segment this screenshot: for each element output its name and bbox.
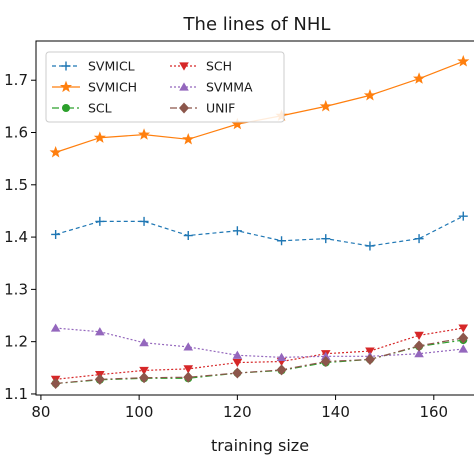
x-axis-label: training size [211, 436, 309, 455]
data-point-svmicl [51, 229, 61, 239]
data-point-svmma [232, 350, 243, 359]
chart-title: The lines of NHL [183, 14, 331, 35]
data-point-svmicl [277, 236, 287, 246]
data-point-svmicl [321, 234, 331, 244]
data-point-svmma [139, 338, 149, 347]
series-svmicl [51, 211, 468, 251]
series-line-svmicl [55, 215, 464, 247]
legend-label: SVMICL [88, 59, 135, 74]
y-tick-label: 1.2 [4, 333, 28, 351]
data-point-svmich [93, 131, 106, 143]
data-point-unif [94, 373, 105, 385]
legend-label: SVMMA [206, 80, 253, 95]
x-tick-label: 160 [419, 403, 448, 421]
series-svmma [50, 323, 469, 361]
data-point-unif [183, 371, 194, 383]
legend-swatch-marker [179, 102, 189, 114]
legend-swatch-marker [61, 61, 71, 71]
y-tick-label: 1.1 [4, 385, 28, 403]
y-tick-label: 1.6 [4, 124, 28, 142]
y-tick-label: 1.4 [4, 228, 28, 246]
y-tick-label: 1.3 [4, 280, 28, 298]
legend-label: SCL [88, 101, 112, 116]
data-point-svmicl [139, 216, 149, 226]
series-line-sch [55, 327, 464, 380]
legend-item-sch: SCH [170, 59, 232, 74]
data-point-sch [232, 358, 243, 368]
legend-label: UNIF [206, 101, 235, 116]
legend-swatch-marker [179, 82, 189, 91]
data-point-svmich [363, 89, 377, 101]
legend-item-svmicl: SVMICL [52, 59, 135, 74]
data-point-sch [139, 366, 149, 376]
x-axis-ticks: 80 100 120 140 160 [31, 395, 448, 421]
data-point-svmma [276, 352, 287, 361]
series-sch [50, 324, 469, 384]
data-point-svmich [182, 132, 195, 145]
data-point-unif [364, 353, 375, 365]
legend-swatch-marker [59, 80, 73, 93]
y-tick-label: 1.5 [4, 176, 28, 194]
data-point-svmicl [458, 211, 468, 221]
x-tick-label: 80 [31, 403, 50, 421]
data-point-svmma [183, 342, 194, 351]
y-axis-ticks: 1.1 1.2 1.3 1.4 1.5 1.6 1.7 [4, 71, 36, 403]
data-point-sch [183, 365, 194, 374]
legend-label: SVMICH [88, 80, 137, 95]
data-point-svmich [137, 128, 151, 140]
data-point-svmicl [365, 241, 375, 251]
data-point-svmich [319, 100, 332, 112]
legend-label: SCH [206, 59, 232, 74]
data-point-svmma [458, 344, 469, 353]
plot-area [49, 55, 470, 389]
data-point-sch [365, 347, 375, 356]
data-point-svmma [95, 327, 105, 336]
legend-item-unif: UNIF [170, 101, 235, 116]
data-point-unif [232, 367, 243, 379]
series-unif [50, 332, 469, 389]
data-point-svmicl [95, 216, 105, 226]
data-point-unif [320, 356, 331, 368]
legend-swatch-marker [62, 104, 70, 112]
series-line-unif [55, 337, 464, 385]
legend-swatch-marker [179, 62, 189, 71]
data-point-svmicl [183, 231, 193, 241]
data-point-svmich [49, 146, 62, 158]
legend: SVMICL SVMICH SCL SCH SVMMA UNIF [45, 51, 285, 123]
x-tick-label: 140 [321, 403, 350, 421]
legend-box [45, 51, 285, 123]
data-point-svmma [320, 351, 331, 360]
y-tick-label: 1.7 [4, 71, 28, 89]
x-tick-label: 120 [223, 403, 252, 421]
data-point-unif [50, 377, 61, 389]
legend-item-scl: SCL [52, 101, 112, 116]
data-point-unif [458, 332, 469, 344]
data-point-sch [458, 324, 469, 333]
data-point-svmma [414, 349, 424, 358]
data-point-unif [414, 340, 425, 352]
data-point-unif [276, 364, 287, 376]
legend-item-svmma: SVMMA [170, 80, 253, 95]
data-point-svmicl [232, 226, 242, 236]
plot-frame [35, 40, 474, 396]
data-point-svmich [413, 72, 426, 84]
data-point-svmicl [414, 234, 424, 244]
data-point-sch [414, 331, 424, 340]
legend-item-svmich: SVMICH [52, 80, 137, 95]
data-point-svmma [50, 323, 61, 332]
x-tick-label: 100 [125, 403, 154, 421]
series-line-svmma [55, 327, 464, 358]
data-point-svmich [457, 55, 470, 67]
data-point-unif [139, 372, 150, 384]
